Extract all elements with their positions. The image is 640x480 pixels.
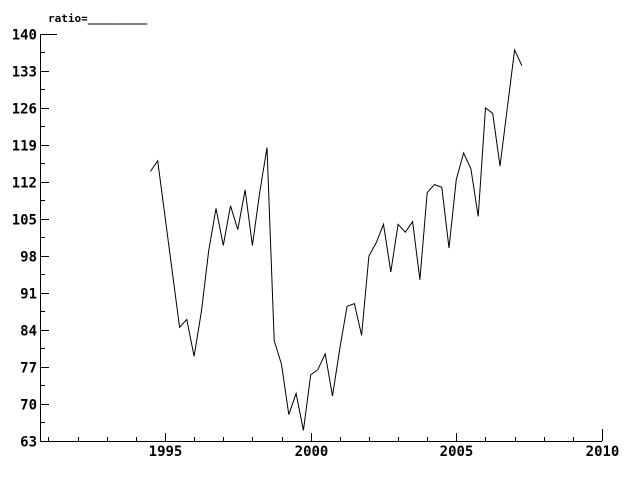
y-axis-tick-label: 112 [12,176,37,192]
y-axis-tick-label: 105 [12,213,37,229]
ratio-line-series [149,48,523,431]
x-axis-tick-label: 1995 [149,444,183,460]
y-axis-tick-label: 84 [20,324,37,340]
y-axis-tick-label: 70 [20,398,37,414]
y-axis-tick-label: 119 [12,139,37,155]
y-axis-tick-label: 140 [12,28,37,44]
axes: 63 70 77 84 91 98 105 112 119 126 133 140 1995 2000 20… [12,28,620,461]
data-series [149,48,523,431]
x-axis-tick-label: 2005 [440,444,474,460]
y-axis-tick-label: 133 [12,65,37,81]
y-axis-tick-label: 91 [20,287,37,303]
y-axis-tick-label: 126 [12,102,37,118]
y-axis-tick-label: 63 [20,435,37,451]
chart-title: ratio=_________ [48,12,148,25]
y-axis-tick-label: 98 [20,250,37,266]
y-axis-tick-label: 77 [20,361,37,377]
x-axis-tick-label: 2000 [295,444,329,460]
x-axis-tick-label: 2010 [586,444,620,460]
